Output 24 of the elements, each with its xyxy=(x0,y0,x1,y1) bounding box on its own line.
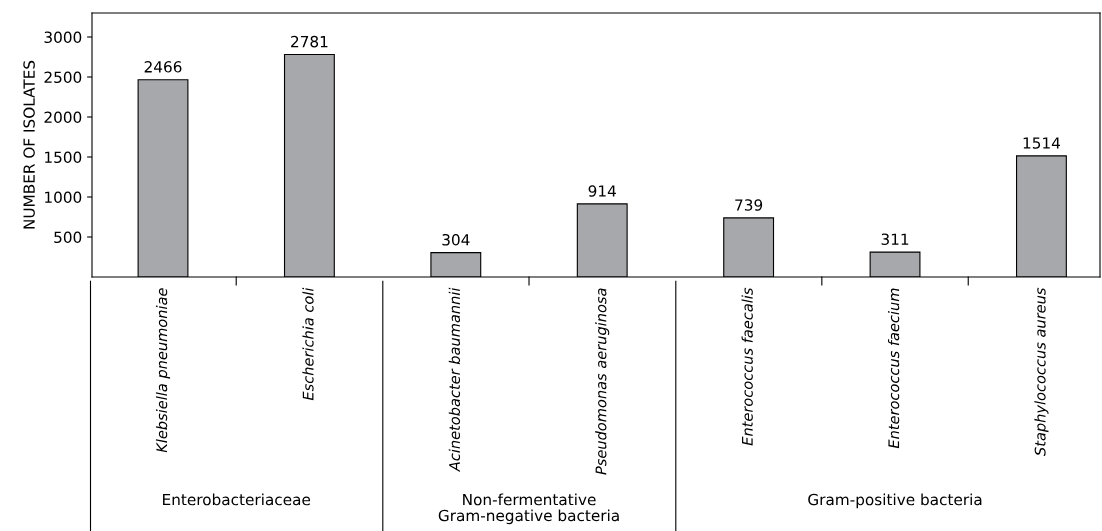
text: Enterobacteriaceae xyxy=(163,493,311,506)
data-label: 2781 xyxy=(291,35,328,48)
x-tick-label: Klebsiella pneumoniae xyxy=(155,288,171,453)
data-label: 1514 xyxy=(1023,137,1061,149)
y-tick-label: 3000 xyxy=(44,31,82,44)
y-tick-label: 2000 xyxy=(44,111,82,124)
data-label: 311 xyxy=(881,233,909,245)
y-tick-label: 1000 xyxy=(45,191,82,204)
x-tick-label: Escherichia coli xyxy=(302,287,314,401)
data-label: 2466 xyxy=(144,61,182,73)
x-tick-label: Pseudomonas aeruginosa xyxy=(595,288,610,475)
y-tick-label: 500 xyxy=(54,231,82,244)
data-label: 304 xyxy=(442,234,470,246)
y-tick-label: 1500 xyxy=(45,151,82,164)
text: Gram-positive bacteria xyxy=(808,493,982,509)
data-label: 739 xyxy=(735,199,763,211)
x-tick-label: Staphylococcus aureus xyxy=(1034,287,1049,456)
y-tick-label: 2500 xyxy=(44,71,82,84)
y-axis-title: NUMBER OF ISOLATES xyxy=(23,60,35,229)
text: Non-fermentative Gram-negative bacteria xyxy=(438,493,619,525)
x-tick-label: Acinetobacter baumannii xyxy=(448,287,461,472)
x-tick-label: Enterococcus faecalis xyxy=(741,287,753,446)
x-tick-label: Enterococcus faecium xyxy=(887,288,900,449)
data-label: 914 xyxy=(588,185,616,197)
